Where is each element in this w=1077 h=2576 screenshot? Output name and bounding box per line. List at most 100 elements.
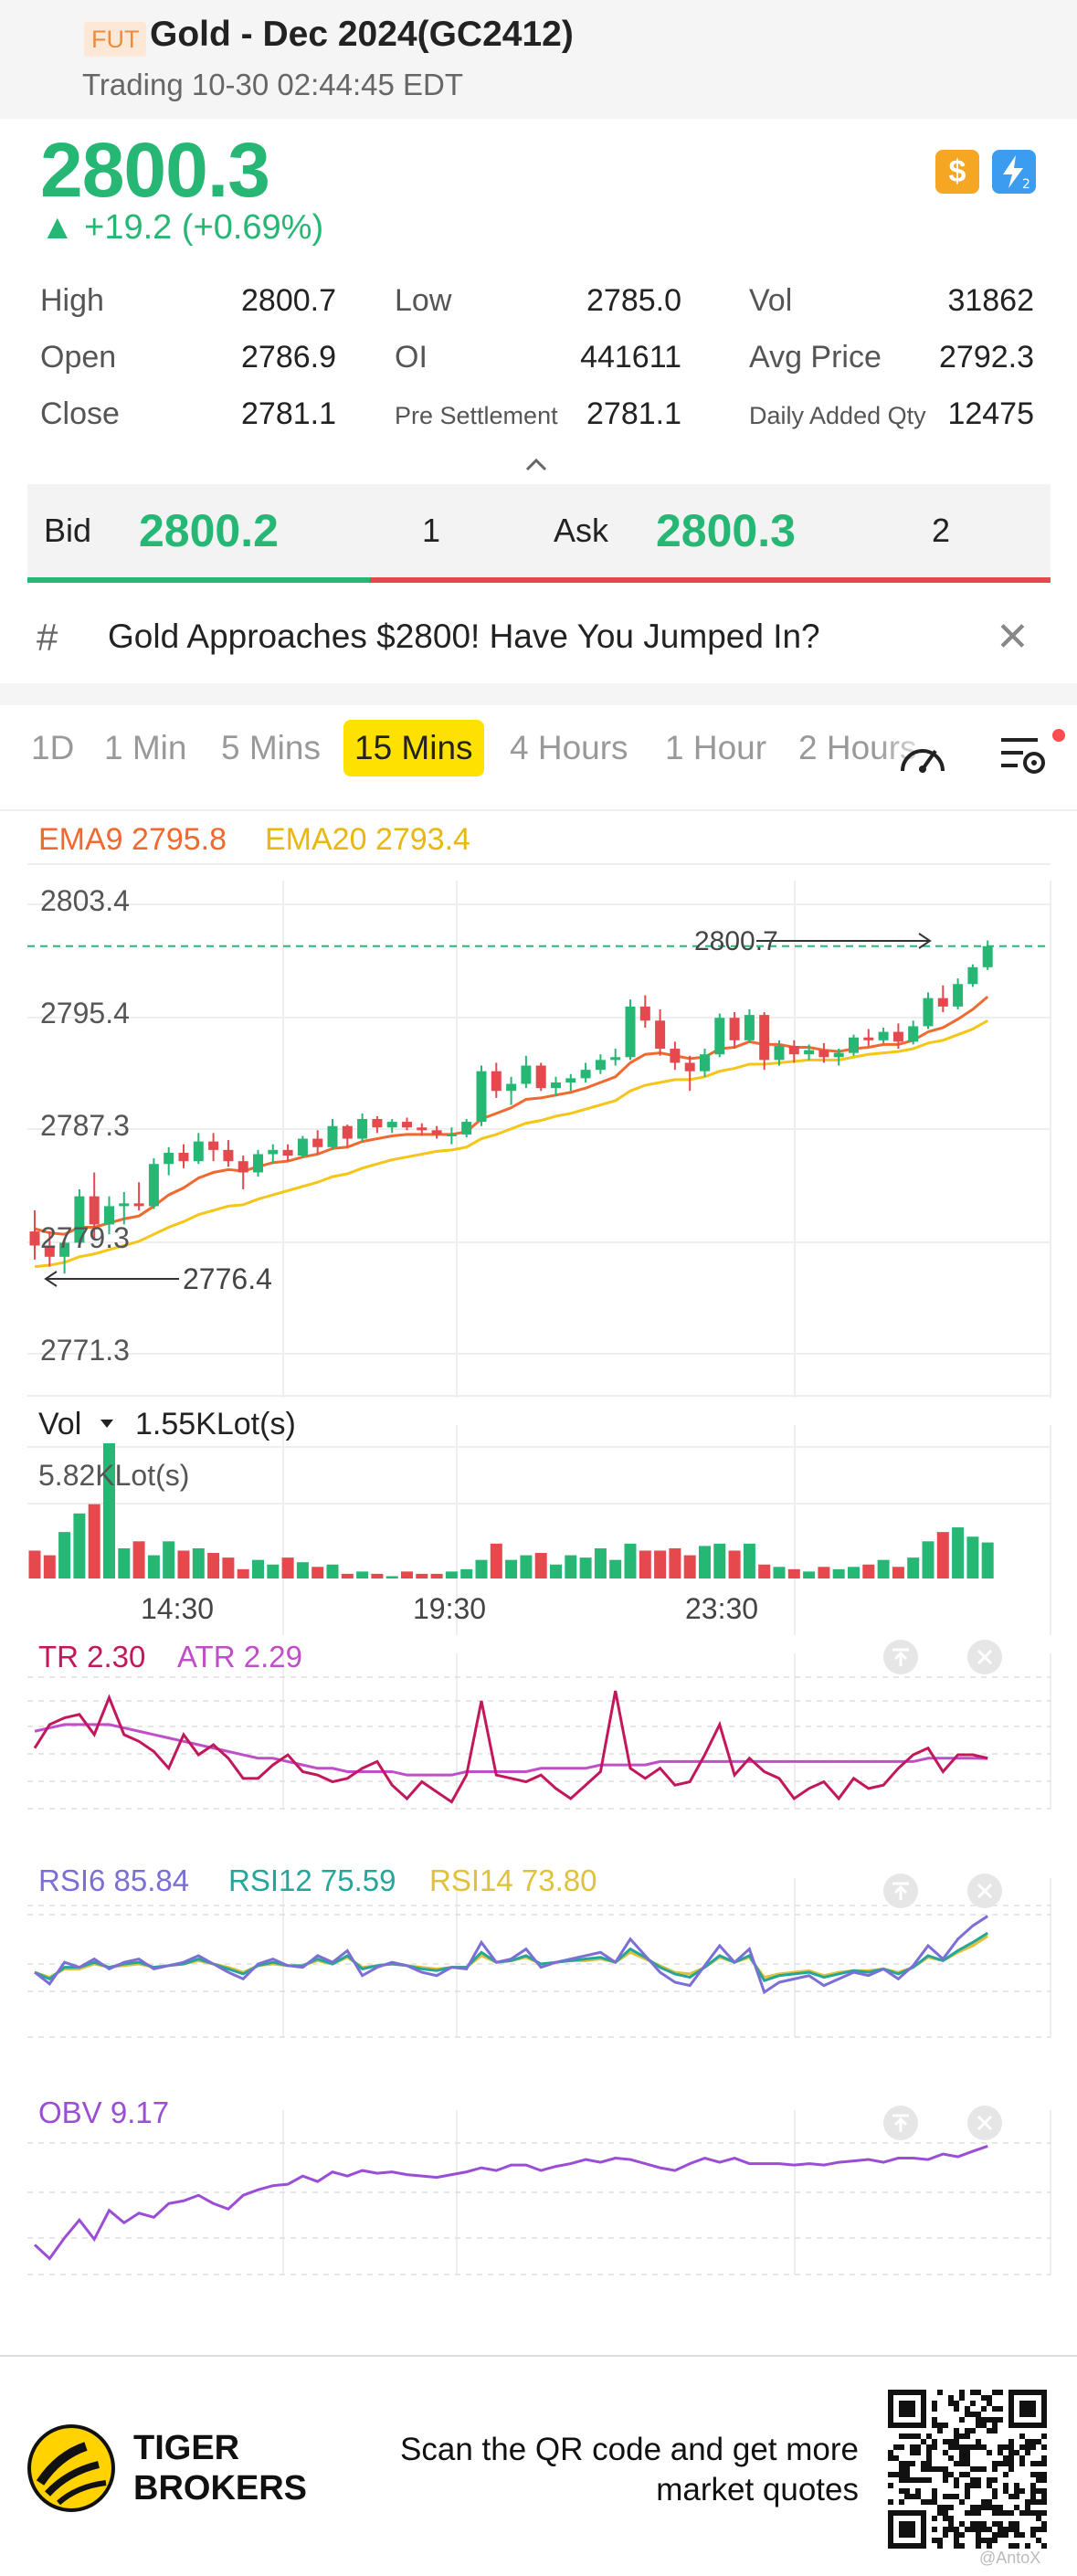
candle-body	[655, 1020, 666, 1050]
qr-module	[932, 2538, 937, 2543]
vol-label[interactable]: Vol	[38, 1407, 81, 1441]
ask-price[interactable]: 2800.3	[656, 505, 796, 556]
qr-module	[932, 2423, 937, 2428]
tab-1hour[interactable]: 1 Hour	[665, 729, 767, 766]
qr-module	[981, 2521, 987, 2527]
volume-bar	[699, 1546, 711, 1578]
close-icon[interactable]	[967, 2106, 1002, 2140]
qr-module	[1036, 2538, 1041, 2543]
qr-code[interactable]	[888, 2390, 1047, 2549]
tr-panel-controls	[883, 1640, 1002, 1674]
gauge-icon[interactable]	[895, 733, 950, 783]
close-icon[interactable]	[967, 1640, 1002, 1674]
lightning-icon[interactable]: 2	[992, 150, 1036, 194]
qr-module	[954, 2527, 959, 2532]
volume-bar	[460, 1568, 473, 1578]
qr-module	[926, 2466, 932, 2472]
qr-module	[932, 2439, 937, 2444]
scan-prompt: Scan the QR code and get more market quo…	[384, 2430, 859, 2510]
pin-top-icon[interactable]	[883, 1874, 918, 1908]
candlestick	[535, 1062, 546, 1092]
qr-module	[1041, 2527, 1047, 2532]
candle-body	[491, 1071, 502, 1092]
qr-module	[976, 2483, 981, 2488]
qr-module	[981, 2505, 987, 2510]
candle-body	[908, 1026, 919, 1042]
tab-15mins[interactable]: 15 Mins	[343, 720, 484, 776]
qr-module	[998, 2505, 1003, 2510]
volume-bars	[28, 1443, 994, 1578]
qr-module	[959, 2390, 965, 2395]
qr-module	[888, 2450, 893, 2455]
volume-bar	[952, 1527, 965, 1578]
volume-bar	[579, 1557, 592, 1578]
qr-module	[932, 2417, 937, 2423]
pin-top-icon[interactable]	[883, 2106, 918, 2140]
qr-module	[904, 2472, 910, 2477]
candlestick	[297, 1135, 308, 1159]
qr-module	[948, 2401, 954, 2406]
tab-1d[interactable]: 1D	[31, 729, 75, 766]
volume-bar	[192, 1547, 205, 1578]
rsi14-series	[34, 1935, 989, 1980]
volume-bar	[862, 1564, 875, 1578]
tab-4hours[interactable]: 4 Hours	[510, 729, 628, 766]
news-headline[interactable]: Gold Approaches $2800! Have You Jumped I…	[108, 618, 820, 655]
qr-module	[1003, 2461, 1008, 2466]
candle-body	[119, 1203, 130, 1207]
bid-label: Bid	[44, 512, 92, 549]
qr-module	[1003, 2472, 1008, 2477]
candle-body	[297, 1138, 308, 1156]
volume-bar	[43, 1555, 56, 1578]
tab-5mins[interactable]: 5 Mins	[221, 729, 321, 766]
candlestick	[342, 1124, 353, 1147]
brand-line: BROKERS	[133, 2469, 308, 2507]
volume-bar	[907, 1557, 920, 1578]
caret-down-icon[interactable]	[100, 1420, 113, 1428]
qr-module	[970, 2477, 976, 2483]
candlestick	[684, 1055, 695, 1092]
chart-grid	[27, 863, 1051, 2275]
news-banner[interactable]: # Gold Approaches $2800! Have You Jumped…	[27, 594, 1051, 681]
low-marker-text: 2776.4	[183, 1262, 272, 1295]
ema20-label: EMA20 2793.4	[265, 822, 470, 857]
bid-price[interactable]: 2800.2	[139, 505, 279, 556]
qr-module	[1030, 2499, 1036, 2505]
close-icon[interactable]	[967, 1874, 1002, 1908]
candle-body	[282, 1149, 293, 1156]
candle-body	[744, 1015, 755, 1040]
qr-module	[926, 2455, 932, 2461]
qr-module	[921, 2461, 926, 2466]
candlestick	[700, 1049, 710, 1077]
candlestick	[506, 1076, 517, 1105]
chevron-up-icon[interactable]	[523, 453, 550, 475]
volume-bar	[296, 1562, 309, 1578]
top-bar: FUT Gold - Dec 2024(GC2412) Trading 10-3…	[0, 0, 1077, 119]
qr-module	[1030, 2472, 1036, 2477]
qr-module	[1036, 2488, 1041, 2494]
qr-module	[954, 2406, 959, 2412]
volume-bar	[416, 1573, 428, 1578]
candle-body	[29, 1231, 40, 1246]
qr-module	[943, 2466, 948, 2472]
indicator-settings-icon[interactable]	[999, 733, 1047, 783]
qr-module	[965, 2494, 970, 2499]
y-tick: 2779.3	[40, 1221, 130, 1254]
volume-bar	[683, 1555, 696, 1578]
pin-top-icon[interactable]	[883, 1640, 918, 1674]
kline-chart[interactable]: EMA9 2795.8 EMA20 2793.4 2803.4 2795.4 2…	[0, 813, 1077, 2338]
qr-module	[948, 2395, 954, 2401]
ask-qty: 2	[932, 512, 951, 549]
candlestick	[610, 1049, 621, 1066]
close-icon[interactable]: ✕	[996, 615, 1029, 660]
volume-bar	[445, 1571, 458, 1578]
stat-label: Open	[40, 340, 117, 375]
notification-dot	[1052, 729, 1065, 742]
candlestick	[953, 978, 964, 1009]
volume-bar	[803, 1571, 816, 1578]
qr-module	[959, 2455, 965, 2461]
tab-1min[interactable]: 1 Min	[104, 729, 187, 766]
qr-module	[987, 2428, 992, 2433]
dollar-icon[interactable]: $	[935, 150, 979, 194]
candlestick	[878, 1027, 889, 1043]
